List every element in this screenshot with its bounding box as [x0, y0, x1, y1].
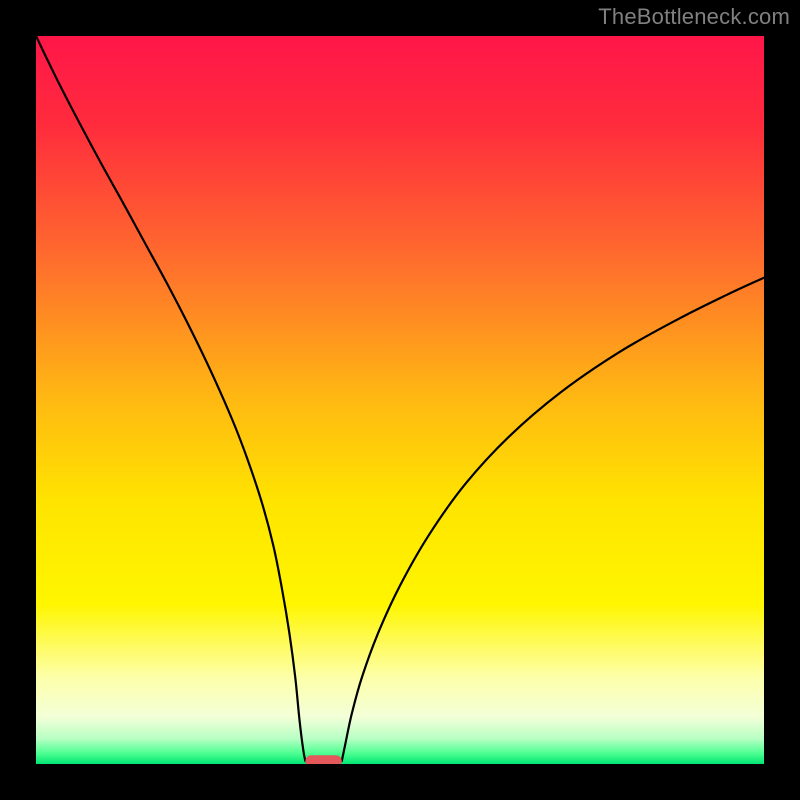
bottleneck-chart: TheBottleneck.com — [0, 0, 800, 800]
watermark-text: TheBottleneck.com — [598, 4, 790, 30]
chart-svg — [0, 0, 800, 800]
gradient-background — [36, 36, 764, 764]
